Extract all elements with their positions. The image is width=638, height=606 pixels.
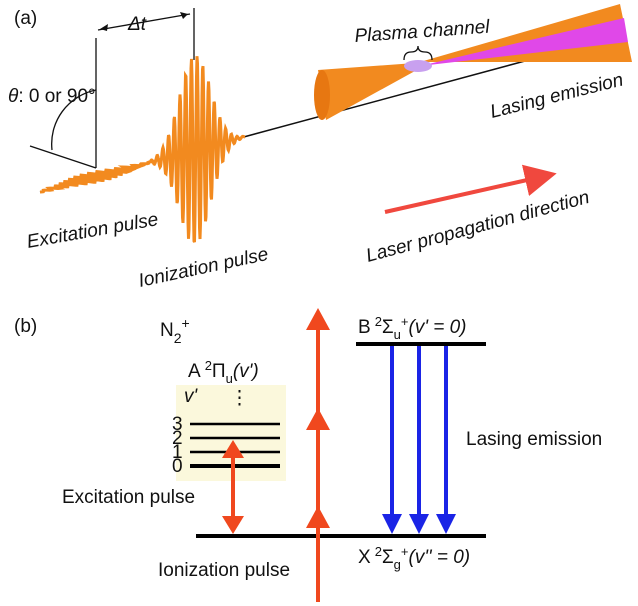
ionization-pulse bbox=[150, 56, 245, 242]
brace bbox=[404, 46, 432, 60]
panel-label: (a) bbox=[14, 8, 37, 29]
vib-label: v' bbox=[184, 386, 199, 407]
lasing-arrows bbox=[392, 346, 446, 516]
polarization-line bbox=[30, 146, 96, 168]
lasing-arrowheads bbox=[382, 514, 456, 534]
delay-label: Δt bbox=[127, 14, 147, 35]
plasma bbox=[404, 60, 432, 72]
lasing-label: Lasing emission bbox=[488, 70, 625, 123]
cone-face bbox=[314, 70, 330, 120]
ion-label: N2+ bbox=[160, 315, 190, 346]
lasing-label: Lasing emission bbox=[466, 429, 602, 450]
angle-label: θ: 0 or 90° bbox=[8, 86, 96, 107]
panel-label: (b) bbox=[14, 316, 37, 337]
excitation-label: Excitation pulse bbox=[25, 209, 160, 253]
focusing-cone bbox=[318, 63, 415, 120]
plasma-label: Plasma channel bbox=[354, 17, 491, 47]
vib-dots: ⋮ bbox=[230, 388, 249, 409]
direction-label: Laser propagation direction bbox=[364, 187, 592, 267]
ionization-label: Ionization pulse bbox=[158, 560, 290, 581]
excitation-label: Excitation pulse bbox=[62, 487, 195, 508]
ionization-label: Ionization pulse bbox=[137, 244, 271, 292]
figure: (a) Δt θ: 0 or 90° Plasma channel Lasing… bbox=[0, 0, 638, 606]
panel-a: (a) Δt θ: 0 or 90° Plasma channel Lasing… bbox=[8, 4, 632, 292]
excitation-pulse bbox=[40, 160, 160, 192]
vib-level-label: 0 bbox=[172, 456, 183, 477]
